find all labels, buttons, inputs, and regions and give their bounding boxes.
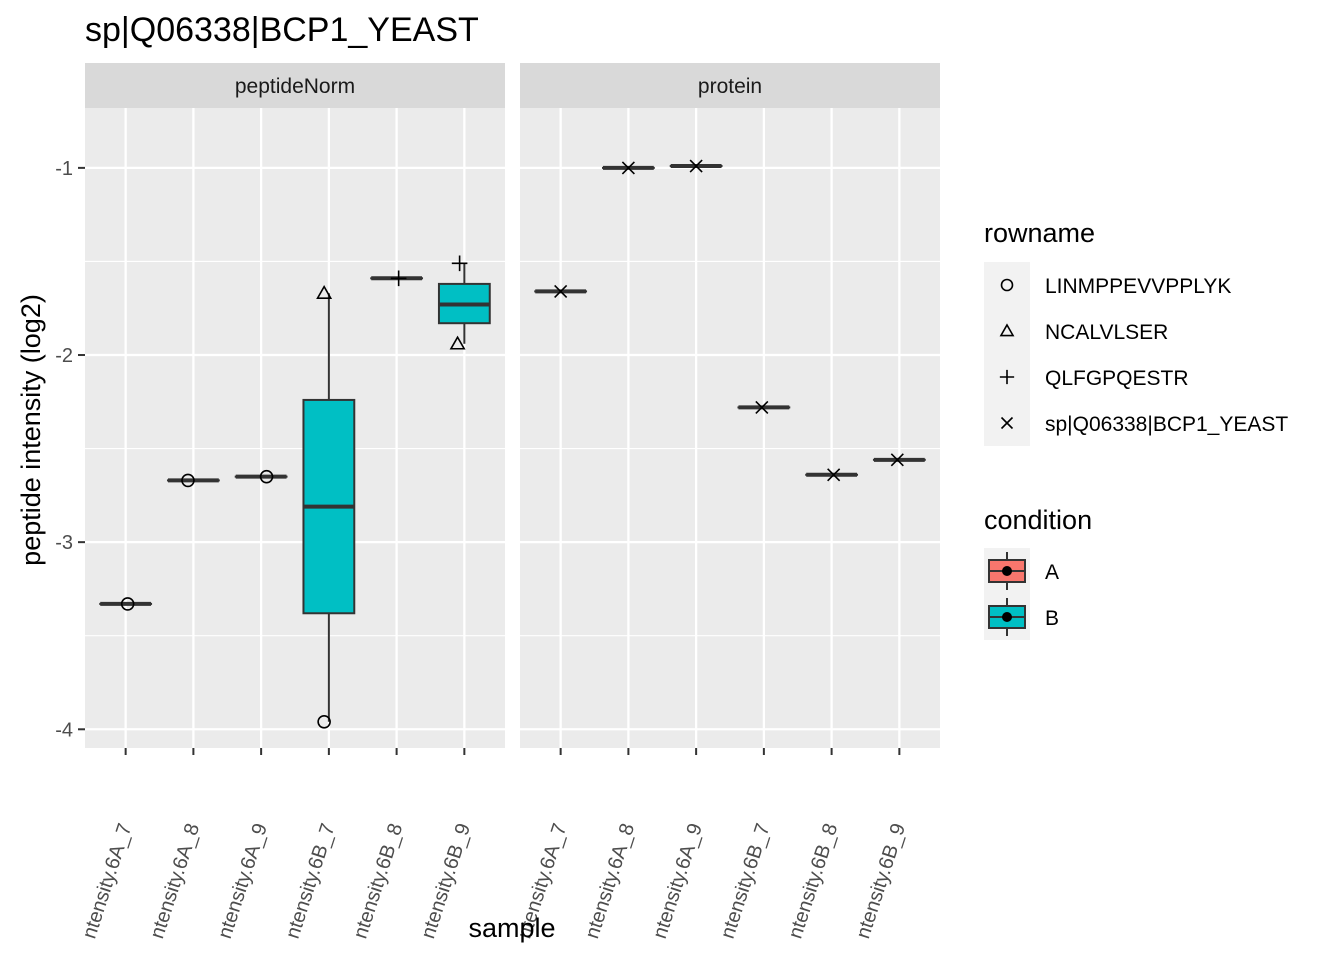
y-axis-title: peptide intensity (log2) xyxy=(16,294,46,566)
legend-label: LINMPPEVVPPLYK xyxy=(1045,275,1231,298)
panel-strip-label: peptideNorm xyxy=(235,75,355,98)
panel-protein: protein xyxy=(520,63,940,748)
box-intensity-6b-7 xyxy=(302,293,356,722)
legend-key-plus-icon xyxy=(999,369,1015,385)
legend-rowname: rowname LINMPPEVVPPLYK NCALVLSER QLFGPQESTR… xyxy=(984,218,1288,446)
box-intensity-6b-9 xyxy=(437,263,491,344)
legend-label: B xyxy=(1045,607,1059,630)
y-tick-label: -2 xyxy=(55,345,73,367)
legend-title: rowname xyxy=(984,218,1095,248)
legend-key-dot-icon xyxy=(1002,612,1012,622)
data-point-ncalvlser xyxy=(316,285,333,300)
panel-strip xyxy=(520,63,940,108)
legend-key-circle-icon xyxy=(1000,278,1014,292)
x-tick-label: ntensity.6A_9 xyxy=(649,821,707,942)
data-point-sp-q06338-bcp1-yeast xyxy=(755,400,769,414)
x-tick-label: ntensity.6B_9 xyxy=(417,821,475,942)
data-point-linmppevvpplyk xyxy=(181,473,195,488)
x-tick-label: ntensity.6B_7 xyxy=(282,821,340,942)
data-point-sp-q06338-bcp1-yeast xyxy=(554,284,568,298)
data-point-sp-q06338-bcp1-yeast xyxy=(890,453,904,467)
y-axis: -1 -2 -3 -4 xyxy=(55,158,85,741)
y-tick-label: -4 xyxy=(55,719,73,741)
panel-background xyxy=(520,108,940,748)
data-point-sp-q06338-bcp1-yeast xyxy=(689,159,703,173)
data-point-qlfgpqestr xyxy=(451,255,468,272)
legend-key xyxy=(984,308,1030,354)
data-point-ncalvlser xyxy=(449,335,466,350)
legend-label: NCALVLSER xyxy=(1045,321,1168,344)
y-tick-label: -3 xyxy=(55,532,73,554)
data-point-qlfgpqestr xyxy=(390,270,407,287)
chart-title: sp|Q06338|BCP1_YEAST xyxy=(85,11,479,49)
legend-condition: condition AB xyxy=(984,505,1092,640)
data-point-sp-q06338-bcp1-yeast xyxy=(827,468,841,482)
legend-title: condition xyxy=(984,505,1092,535)
data-point-linmppevvpplyk xyxy=(259,469,274,484)
legend-key-cross-icon xyxy=(1000,416,1014,430)
panel-strip xyxy=(85,63,505,108)
x-tick-label: ntensity.6B_9 xyxy=(852,821,910,942)
y-tick-label: -1 xyxy=(55,158,73,180)
data-point-sp-q06338-bcp1-yeast xyxy=(621,161,635,175)
x-tick-label: ntensity.6A_9 xyxy=(214,821,272,942)
x-tick-label: ntensity.6B_7 xyxy=(717,821,775,942)
panel-strip-label: protein xyxy=(698,75,762,98)
x-tick-label: ntensity.6A_8 xyxy=(146,821,204,942)
data-point-linmppevvpplyk xyxy=(120,597,135,611)
x-tick-label: ntensity.6A_8 xyxy=(581,821,639,942)
data-point-linmppevvpplyk xyxy=(317,715,331,729)
legend-key-dot-icon xyxy=(1002,566,1012,576)
legend-label: A xyxy=(1045,561,1059,584)
legend-label: QLFGPQESTR xyxy=(1045,367,1189,390)
legend-key xyxy=(984,262,1030,308)
x-tick-label: ntensity.6B_8 xyxy=(784,821,842,942)
legend-label: sp|Q06338|BCP1_YEAST xyxy=(1045,413,1288,436)
x-axis-title: sample xyxy=(468,913,555,943)
panel-background xyxy=(85,108,505,748)
x-tick-label: ntensity.6B_8 xyxy=(349,821,407,942)
legend-key-triangle-icon xyxy=(999,323,1015,337)
x-tick-label: ntensity.6A_7 xyxy=(78,821,136,942)
panel-peptidenorm: peptideNorm xyxy=(85,63,505,748)
panels: peptideNorm protein xyxy=(85,63,940,748)
